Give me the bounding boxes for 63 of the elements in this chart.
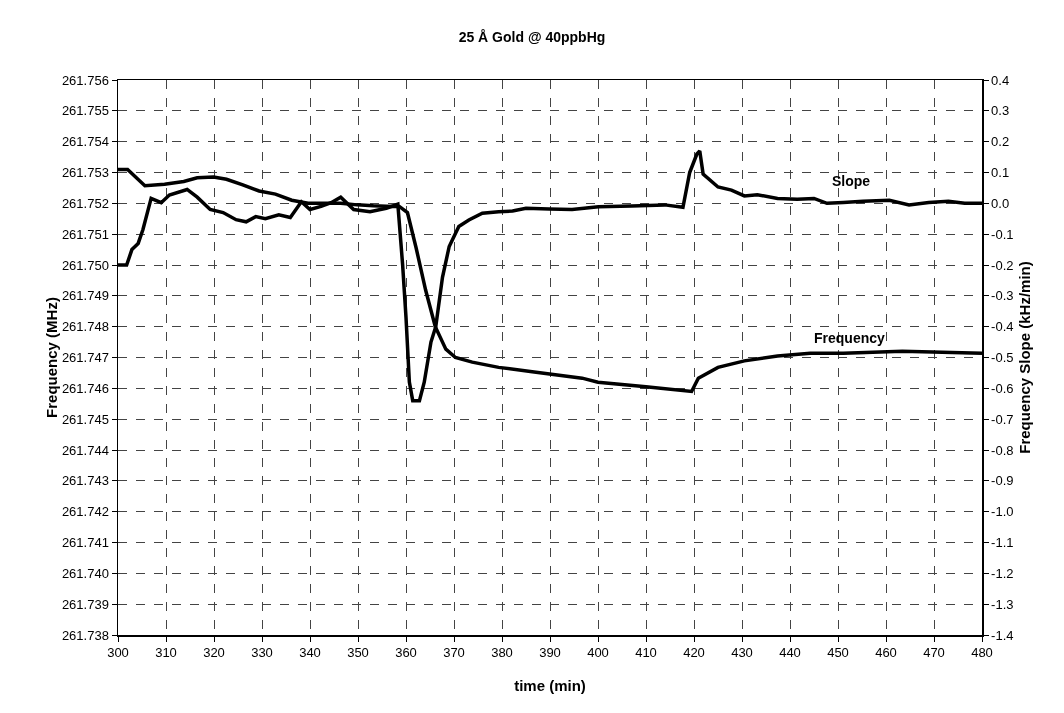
x-tick-label: 300 — [107, 645, 129, 661]
y2-tick-label: -0.9 — [991, 473, 1014, 489]
y-tick-label: 261.747 — [61, 350, 109, 366]
y-tick-label: 261.749 — [61, 288, 109, 304]
x-tick-label: 340 — [299, 645, 321, 661]
y-tick-label: 261.751 — [61, 226, 109, 242]
y-tick-label: 261.739 — [61, 596, 109, 612]
x-tick-label: 420 — [683, 645, 705, 661]
y2-tick-label: 0.3 — [991, 103, 1010, 119]
y2-tick-label: -0.4 — [991, 319, 1014, 335]
y2-axis-title: Frequency Slope (kHz/min) — [1016, 261, 1033, 454]
x-tick-label: 480 — [971, 645, 993, 661]
annotation: Frequency — [814, 330, 886, 346]
annotation: Slope — [832, 173, 871, 189]
y-tick-label: 261.748 — [61, 319, 109, 335]
y-tick-label: 261.743 — [61, 473, 109, 489]
y-tick-label: 261.753 — [61, 165, 109, 181]
y2-tick-label: -0.2 — [991, 257, 1014, 273]
y2-tick-label: -0.8 — [991, 442, 1014, 458]
y2-tick-label: 0.4 — [991, 72, 1010, 88]
x-tick-label: 330 — [251, 645, 273, 661]
y2-tick-label: -1.0 — [991, 504, 1014, 520]
y-tick-label: 261.740 — [61, 565, 109, 581]
y2-tick-label: -0.7 — [991, 411, 1014, 427]
x-tick-label: 450 — [827, 645, 849, 661]
x-axis-title: time (min) — [514, 676, 586, 694]
y2-tick-label: -0.3 — [991, 288, 1014, 304]
y-tick-label: 261.752 — [61, 195, 109, 211]
x-tick-label: 400 — [587, 645, 609, 661]
y-tick-label: 261.754 — [61, 134, 109, 150]
x-tick-label: 440 — [779, 645, 801, 661]
y2-tick-label: 0.1 — [991, 165, 1010, 181]
y2-tick-label: -0.5 — [991, 350, 1014, 366]
y2-tick-label: -1.2 — [991, 565, 1014, 581]
y2-tick-label: -1.4 — [991, 627, 1014, 643]
y-tick-label: 261.750 — [61, 257, 109, 273]
y2-tick-label: 0.2 — [991, 134, 1010, 150]
y-tick-label: 261.746 — [61, 380, 109, 396]
y2-tick-label: 0.0 — [991, 195, 1010, 211]
y-tick-label: 261.744 — [61, 442, 109, 458]
x-tick-label: 460 — [875, 645, 897, 661]
y2-tick-label: -0.1 — [991, 226, 1014, 242]
y2-tick-label: -1.3 — [991, 596, 1014, 612]
y-tick-label: 261.755 — [61, 103, 109, 119]
y2-tick-label: -0.6 — [991, 380, 1014, 396]
x-tick-label: 430 — [731, 645, 753, 661]
x-tick-label: 320 — [203, 645, 225, 661]
x-tick-label: 370 — [443, 645, 465, 661]
y-axis-title: Frequency (MHz) — [42, 297, 60, 418]
x-tick-label: 360 — [395, 645, 417, 661]
y-tick-label: 261.741 — [61, 535, 109, 551]
y-tick-label: 261.738 — [61, 627, 109, 643]
x-tick-label: 390 — [539, 645, 561, 661]
x-tick-label: 350 — [347, 645, 369, 661]
chart-title: 25 Å Gold @ 40ppbHg — [458, 28, 606, 45]
y-tick-label: 261.756 — [61, 72, 109, 88]
x-tick-label: 410 — [635, 645, 657, 661]
y-tick-label: 261.745 — [61, 411, 109, 427]
y2-tick-label: -1.1 — [991, 535, 1014, 551]
x-tick-label: 380 — [491, 645, 513, 661]
x-tick-label: 470 — [923, 645, 945, 661]
y-tick-label: 261.742 — [61, 504, 109, 520]
x-tick-label: 310 — [155, 645, 177, 661]
